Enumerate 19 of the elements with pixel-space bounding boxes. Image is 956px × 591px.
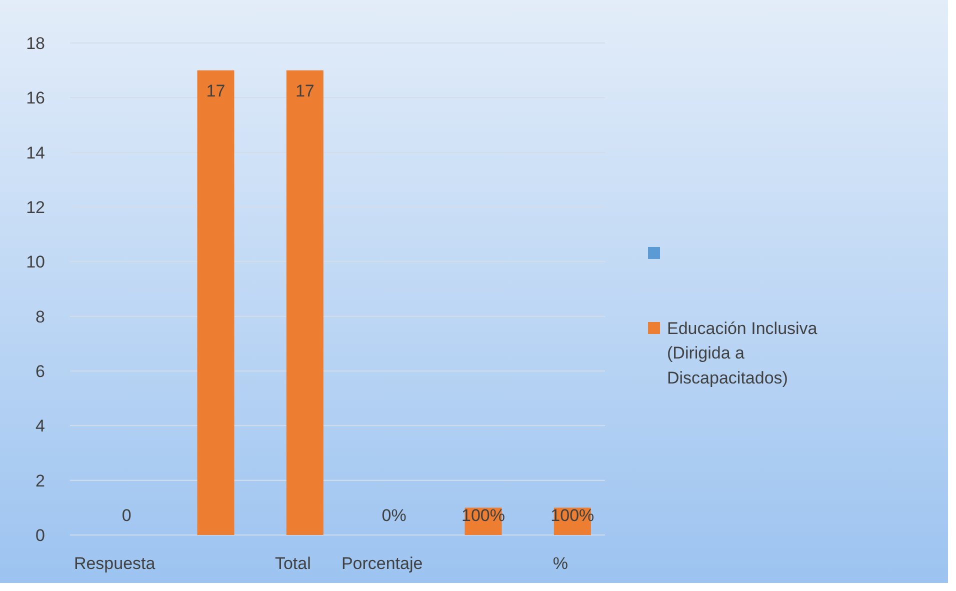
- y-tick-label: 18: [26, 34, 45, 53]
- y-tick-label: 6: [36, 362, 45, 381]
- x-tick-label: %: [552, 554, 568, 573]
- data-label: 17: [295, 81, 314, 100]
- y-tick-label: 2: [36, 471, 45, 490]
- data-label: 0: [122, 506, 132, 525]
- x-tick-label: Porcentaje: [341, 554, 423, 573]
- y-tick-label: 4: [36, 416, 45, 436]
- y-tick-label: 14: [26, 143, 45, 162]
- data-label: 17: [206, 81, 226, 100]
- y-tick-label: 12: [26, 198, 45, 217]
- y-tick-label: 16: [26, 88, 45, 108]
- legend-label: Educación Inclusiva (Dirigida a Discapacitados): [667, 318, 818, 388]
- y-tick-label: 0: [36, 526, 45, 545]
- y-tick-label: 8: [36, 307, 45, 326]
- data-label: 0%: [382, 506, 406, 525]
- x-tick-label: Total: [274, 554, 311, 573]
- x-tick-label: Respuesta: [74, 554, 156, 573]
- y-tick-label: 10: [26, 252, 45, 272]
